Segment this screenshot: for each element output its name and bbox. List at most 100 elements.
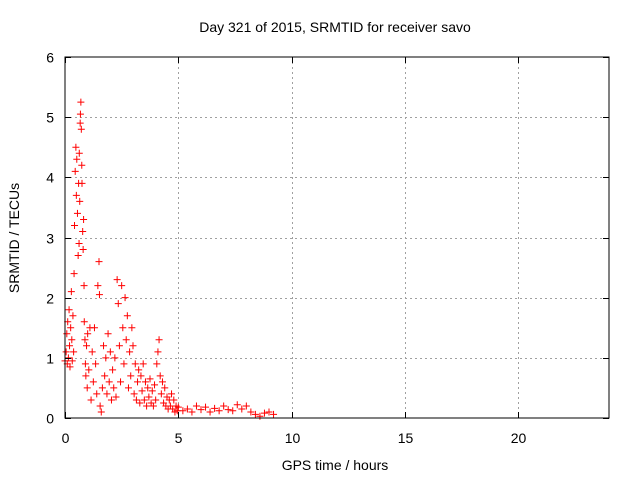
data-point [188,408,196,416]
data-point [97,408,105,416]
data-point [119,324,127,332]
data-point [148,387,156,395]
data-point [256,412,264,420]
y-tick-label: 4 [46,170,54,186]
data-point [123,312,131,320]
data-point [76,119,84,127]
data-point [211,404,219,412]
data-point [80,318,88,326]
data-point [78,161,86,169]
x-axis-label: GPS time / hours [282,457,389,473]
data-point [76,110,84,118]
y-axis-label: SRMTID / TECUs [6,183,22,293]
data-point [79,246,87,254]
data-point [215,407,223,415]
x-tick-label: 20 [511,430,527,446]
data-point [121,294,129,302]
data-point [67,288,75,296]
data-point [84,330,92,338]
data-point [155,336,163,344]
data-point [69,312,77,320]
data-point [118,282,126,290]
data-point [122,336,130,344]
data-point [120,360,128,368]
data-point [87,396,95,404]
data-point [179,407,187,415]
data-point [115,342,123,350]
data-point [197,406,205,414]
data-point [135,366,143,374]
data-point [124,384,132,392]
data-point [73,209,81,217]
data-point [202,403,210,411]
data-point [66,342,74,350]
data-point [95,291,103,299]
y-tick-label: 6 [46,50,54,66]
data-point [77,125,85,133]
data-point [168,390,176,398]
data-point [81,360,89,368]
grid-lines [65,57,609,418]
plot-border [64,56,610,419]
data-point [103,390,111,398]
data-point [117,378,125,386]
data-point [137,372,145,380]
data-point [144,384,152,392]
data-point [131,360,139,368]
data-point [106,348,114,356]
data-point [114,300,122,308]
data-point [229,407,237,415]
data-point [156,372,164,380]
data-point [138,387,146,395]
data-point [81,336,89,344]
data-point [90,324,98,332]
data-points [61,98,278,420]
data-point [140,396,148,404]
data-point [109,366,117,374]
data-point [72,191,80,199]
data-point [94,282,102,290]
data-point [92,360,100,368]
data-point [110,384,118,392]
data-point [67,324,75,332]
y-tick-label: 3 [46,231,54,247]
chart-title: Day 321 of 2015, SRMTID for receiver sav… [199,19,471,35]
x-tick-label: 15 [398,430,414,446]
data-point [152,396,160,404]
data-point [126,348,134,356]
data-point [65,306,73,314]
data-point [220,402,228,410]
data-point [76,197,84,205]
data-point [233,401,241,409]
data-point [80,282,88,290]
data-point [98,384,106,392]
data-point [146,375,154,383]
data-point [79,227,87,235]
data-point [154,348,162,356]
data-point [158,378,166,386]
y-tick-label: 1 [46,351,54,367]
data-point [157,390,165,398]
data-point [174,403,182,411]
data-point [72,143,80,151]
data-point [95,258,103,266]
data-point [251,410,259,418]
data-point [129,342,137,350]
data-point [111,354,119,362]
data-point [82,372,90,380]
data-point [130,390,138,398]
data-point [89,378,97,386]
y-tick-label: 0 [46,411,54,427]
data-point [105,378,113,386]
x-tick-label: 0 [62,430,70,446]
data-point [242,402,250,410]
data-point [74,252,82,260]
data-point [112,393,120,401]
data-point [247,408,255,416]
data-point [102,354,110,362]
data-point [270,410,278,418]
data-point [238,405,246,413]
data-point [141,378,149,386]
data-point [70,270,78,278]
